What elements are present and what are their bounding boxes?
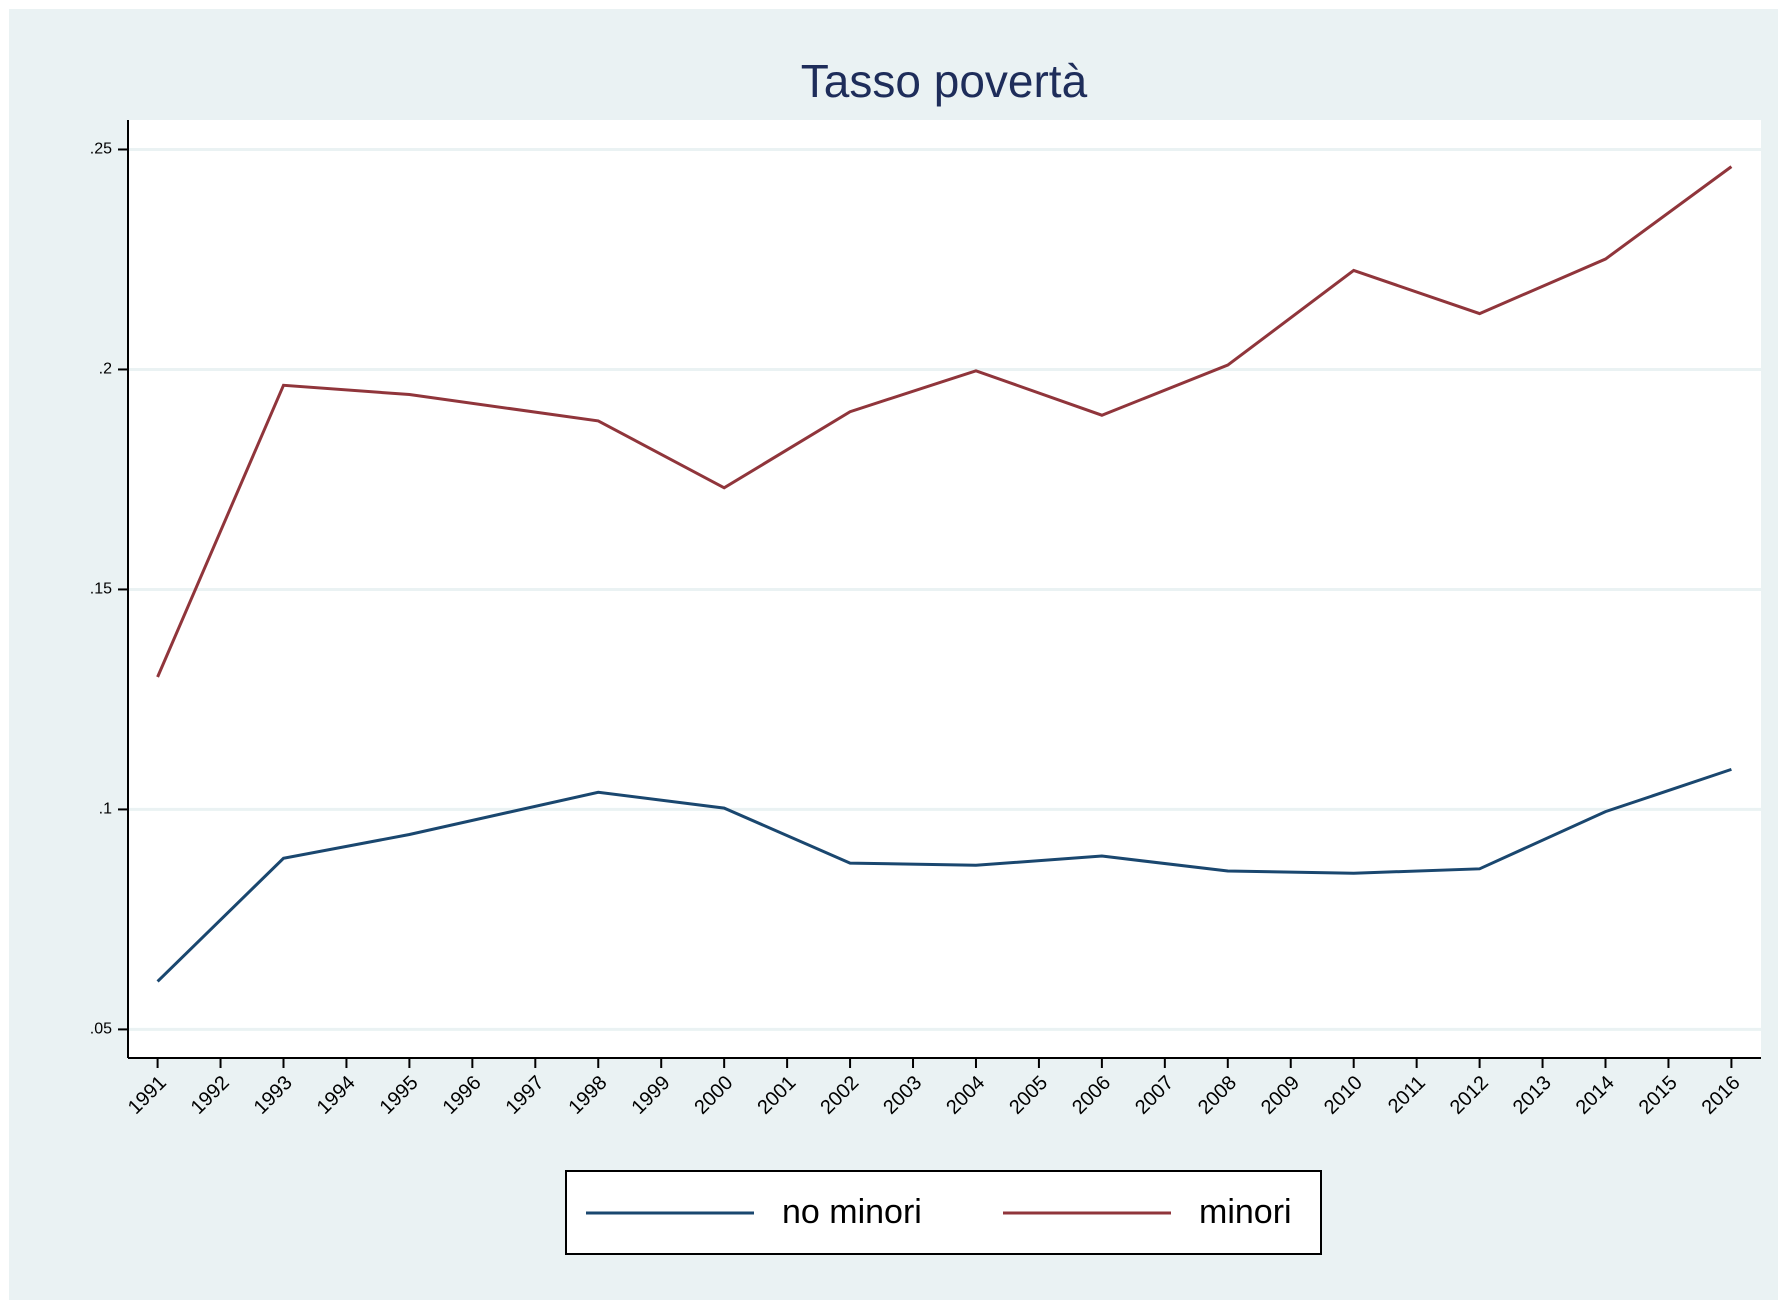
legend-label: no minori [782, 1193, 922, 1231]
line [156, 767, 1732, 983]
line [156, 165, 1733, 678]
y-tick-label: .05 [90, 1021, 112, 1038]
chart-title: Tasso povertà [801, 55, 1088, 107]
y-tick-label: .25 [90, 141, 112, 158]
y-tick-label: .2 [99, 361, 112, 378]
legend-label: minori [1199, 1193, 1292, 1231]
y-tick-label: .1 [99, 801, 112, 818]
y-tick-label: .15 [90, 581, 112, 598]
